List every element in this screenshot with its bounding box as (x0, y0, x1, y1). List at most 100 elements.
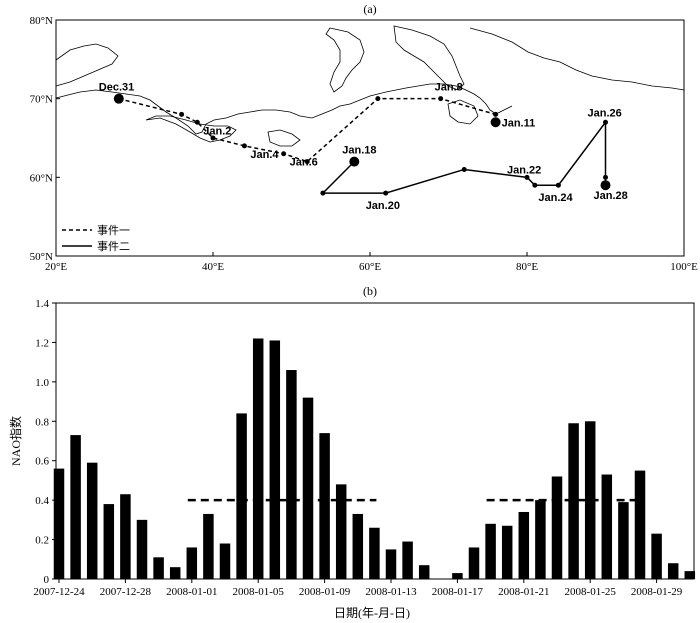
track-point (600, 180, 611, 191)
track-point (113, 93, 124, 104)
legend-label-event-one: 事件一 (97, 224, 130, 237)
bar-x-tick-label: 2007-12-28 (100, 586, 152, 598)
bar (468, 547, 480, 579)
bar (584, 421, 596, 579)
track-point-label: Jan.24 (538, 192, 573, 204)
bar (103, 504, 115, 579)
bar (535, 500, 546, 579)
map-x-tick-label: 80°E (516, 261, 538, 273)
bar-y-tick-label: 0.8 (35, 416, 49, 428)
bar (319, 433, 330, 579)
bar (302, 397, 314, 579)
track-point-label: Dec.31 (99, 82, 134, 94)
bar-x-tick-label: 2008-01-29 (631, 586, 683, 598)
map-ticks: 20°E 40°E 60°E 80°E 100°E 50°N 60°N 70°N 80°N (30, 15, 698, 273)
bar (53, 468, 65, 579)
bar (618, 502, 629, 579)
map-x-tick-label: 60°E (359, 261, 381, 273)
track-point (555, 182, 561, 188)
map-panel: 20°E 40°E 60°E 80°E 100°E 50°N 60°N 70°N 80°N De… (30, 15, 698, 273)
map-y-tick-label: 50°N (30, 251, 53, 263)
track-point-label: Jan.28 (594, 190, 628, 202)
bar (452, 573, 463, 579)
track-point (304, 159, 310, 165)
bar (501, 525, 513, 579)
bar-x-tick-label: 2008-01-13 (365, 586, 417, 598)
bar-x-tick-label: 2008-01-01 (166, 586, 217, 598)
bar (369, 527, 380, 579)
bar (352, 513, 364, 579)
bar (601, 474, 613, 579)
map-x-tick-label: 20°E (45, 261, 67, 273)
bar (385, 549, 397, 579)
coastline-novaya-zemlya (325, 27, 365, 93)
coastline-yamal (393, 25, 465, 91)
track-point-label: Jan.4 (250, 149, 279, 161)
bar (186, 547, 198, 579)
bar-x-tick-label: 2007-12-24 (33, 586, 85, 598)
track-point-label: Jan.20 (366, 200, 400, 212)
track-point (281, 151, 287, 157)
bar (684, 571, 696, 579)
track-point (320, 190, 326, 196)
bar (203, 513, 214, 579)
bar (335, 484, 347, 579)
bar-panel: 00.20.40.60.81.01.21.4 2007-12-24 2007-12… (8, 298, 696, 620)
bar (219, 543, 231, 579)
bar (252, 338, 264, 579)
panel-a-label: (a) (363, 2, 376, 16)
bar-y-tick-label: 1.2 (35, 337, 49, 349)
map-x-tick-label: 40°E (202, 261, 224, 273)
coastline-svalbard-edge (55, 43, 119, 87)
track-point (524, 174, 530, 180)
bar (70, 435, 81, 579)
map-tracks: Dec.31 Jan.2 Jan.4 Jan.6 Jan.8 Jan.11 Jan.18 Ja… (99, 82, 628, 212)
bar-x-tick-label: 2008-01-21 (498, 586, 549, 598)
track-event-two (321, 120, 607, 194)
bar (236, 413, 247, 579)
map-x-tick-label: 100°E (670, 261, 698, 273)
bar (402, 541, 413, 579)
track-point-label: Jan.26 (588, 107, 622, 119)
bar (418, 565, 430, 579)
track-point (493, 111, 499, 117)
y-axis-title: NAO指数 (8, 416, 23, 466)
map-y-tick-label: 70°N (30, 94, 53, 106)
coastline-mainland (55, 83, 513, 135)
track-point-label: Jan.22 (507, 164, 541, 176)
bar-x-tick-label: 2008-01-09 (299, 586, 351, 598)
bar-y-tick-label: 0 (44, 574, 50, 586)
map-y-tick-label: 60°N (30, 172, 53, 184)
bar (485, 523, 496, 579)
bar (269, 340, 281, 579)
track-point-label: Jan.8 (435, 82, 463, 94)
track-point (241, 143, 247, 149)
track-point (603, 119, 608, 125)
bar (634, 470, 646, 579)
map-frame (55, 19, 685, 257)
bar-y-tick-label: 0.2 (35, 535, 49, 547)
track-point (383, 190, 389, 196)
bar (568, 423, 579, 579)
track-point (532, 182, 538, 188)
track-point (461, 166, 467, 172)
panel-b-label: (b) (363, 284, 377, 298)
track-point-label: Jan.2 (203, 125, 231, 137)
bar (286, 370, 297, 579)
bar-y-tick-label: 0.4 (35, 495, 49, 507)
bar (518, 511, 530, 579)
coastline-taymyr (469, 27, 685, 91)
map-legend: 事件一 事件二 (62, 224, 130, 253)
bar-x-tick-label: 2008-01-05 (233, 586, 285, 598)
track-point (179, 111, 185, 117)
bar (86, 462, 98, 579)
track-point (603, 174, 608, 180)
coastline-onega (267, 129, 301, 147)
coastline-gulf-of-ob (447, 99, 479, 125)
track-point-label: Jan.6 (290, 157, 318, 169)
track-point-label: Jan.11 (502, 117, 536, 129)
coastline-gulf (145, 115, 237, 143)
bar-x-tick-label: 2008-01-25 (565, 586, 617, 598)
track-point (490, 117, 501, 128)
